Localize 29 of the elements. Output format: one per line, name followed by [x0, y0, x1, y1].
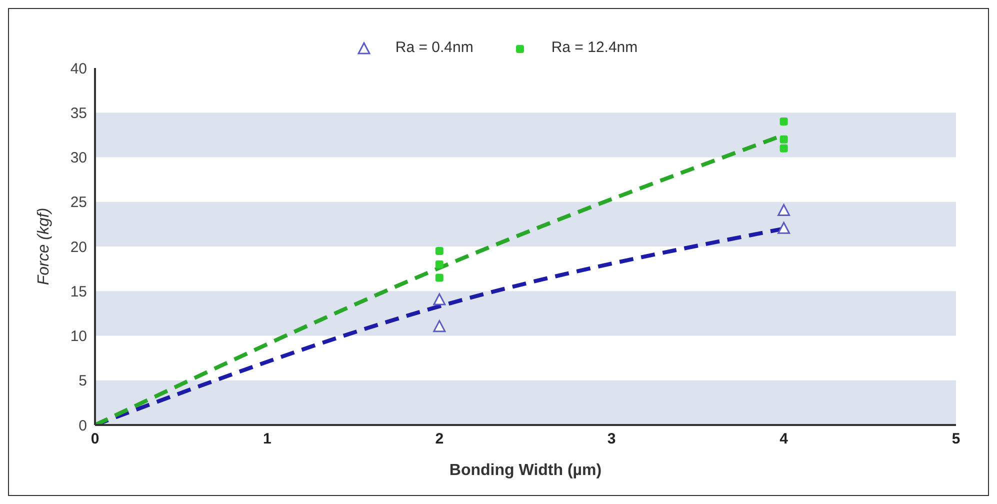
x-tick-label: 2	[435, 430, 444, 448]
legend-label: Ra = 0.4nm	[395, 39, 474, 56]
point	[433, 293, 446, 306]
point	[435, 260, 444, 268]
point	[780, 144, 788, 152]
y-tick-label: 30	[70, 150, 87, 167]
point	[433, 320, 446, 332]
y-tick-label: 35	[70, 104, 87, 122]
x-tick-label: 3	[607, 430, 616, 448]
point	[780, 118, 788, 126]
x-tick-label: 0	[90, 430, 100, 448]
point	[780, 135, 788, 144]
x-tick-label: 1	[263, 430, 272, 448]
x-axis-title: Bonding Width (µm)	[449, 462, 602, 479]
y-tick-label: 10	[70, 328, 87, 346]
x-tick-label: 5	[952, 430, 960, 448]
point	[778, 222, 790, 234]
y-axis-title: Force (kgf)	[36, 208, 53, 286]
point	[435, 274, 444, 282]
legend-label: Ra = 12.4nm	[551, 39, 638, 56]
point	[435, 246, 444, 255]
y-tick-label: 15	[70, 283, 87, 300]
y-tick-label: 40	[70, 60, 87, 78]
x-tick-label: 4	[780, 430, 789, 448]
y-tick-label: 20	[70, 238, 87, 256]
y-tick-label: 5	[78, 372, 87, 390]
point	[778, 204, 790, 216]
y-tick-label: 25	[70, 194, 87, 212]
y-tick-label: 0	[78, 417, 87, 434]
